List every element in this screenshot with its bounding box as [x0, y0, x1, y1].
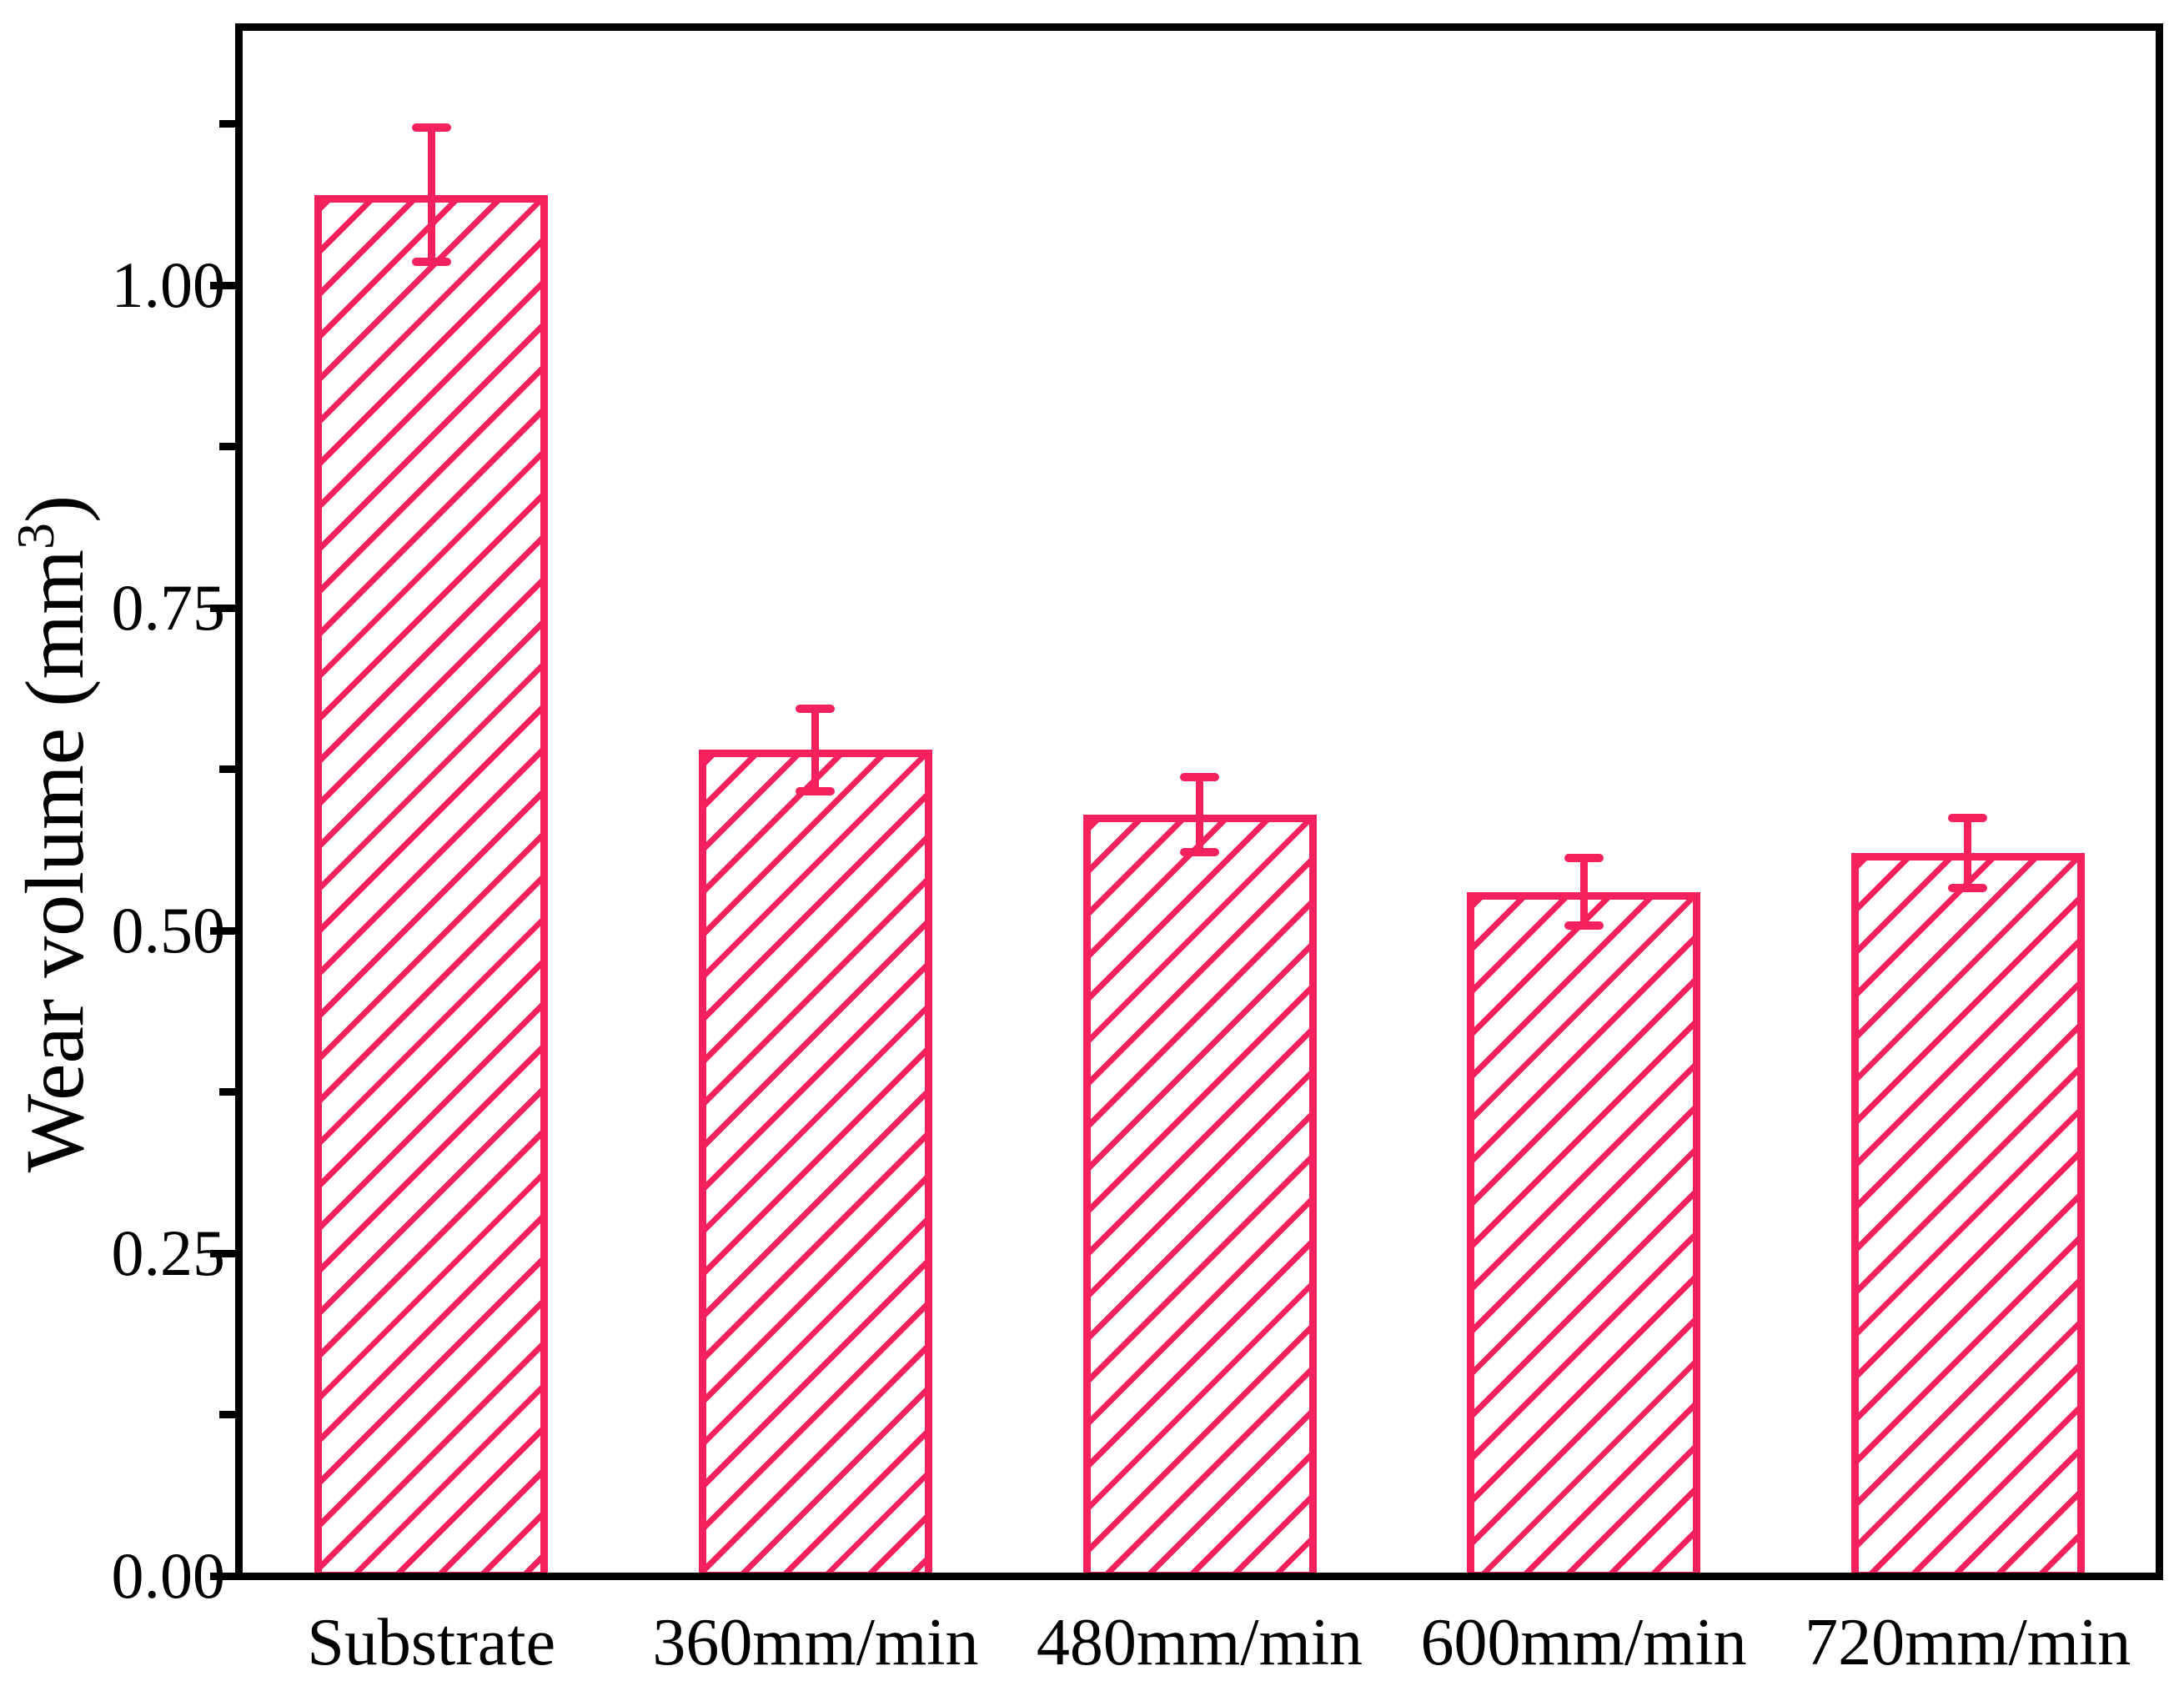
y-major-tick: [210, 1249, 235, 1257]
y-minor-tick: [219, 1411, 235, 1418]
error-cap-top: [411, 123, 451, 133]
y-major-tick: [210, 1572, 235, 1580]
y-tick-label: 1.00: [111, 248, 226, 321]
error-cap-top: [1948, 814, 1988, 823]
y-axis-title: Wear volume (mm3): [5, 494, 111, 1173]
error-cap-top: [1564, 854, 1604, 863]
y-tick-label: 0.75: [111, 571, 226, 644]
x-category-label: 480mm/min: [1036, 1606, 1363, 1679]
bar-480mm/min: [1082, 814, 1317, 1579]
bar-Substrate: [314, 194, 549, 1579]
y-major-tick: [210, 926, 235, 935]
y-axis-title-text: Wear volume (mm: [8, 549, 101, 1173]
y-major-tick: [210, 604, 235, 612]
bar-360mm/min: [698, 750, 932, 1579]
bar-720mm/min: [1850, 853, 2085, 1579]
y-minor-tick: [219, 765, 235, 773]
error-bar: [427, 128, 435, 263]
y-axis-title-close-paren: ): [8, 494, 101, 524]
bar-600mm/min: [1467, 891, 1701, 1579]
error-cap-bottom: [1948, 883, 1988, 892]
error-cap-top: [1180, 772, 1219, 781]
y-major-tick: [210, 281, 235, 289]
error-cap-bottom: [1564, 921, 1604, 930]
error-bar: [1196, 776, 1203, 852]
x-category-label: 720mm/min: [1805, 1606, 2131, 1679]
error-bar: [811, 708, 820, 791]
y-axis-title-superscript: 3: [5, 523, 65, 550]
error-cap-bottom: [411, 258, 451, 267]
error-bar: [1579, 858, 1588, 926]
y-minor-tick: [219, 1088, 235, 1096]
x-category-label: Substrate: [307, 1606, 556, 1679]
x-category-label: 360mm/min: [652, 1606, 979, 1679]
y-minor-tick: [219, 443, 235, 450]
y-minor-tick: [219, 120, 235, 128]
x-category-label: 600mm/min: [1420, 1606, 1747, 1679]
y-tick-label: 0.25: [111, 1217, 226, 1289]
y-tick-label: 0.00: [111, 1539, 226, 1612]
error-cap-top: [796, 704, 836, 713]
error-bar: [1964, 818, 1972, 888]
y-tick-label: 0.50: [111, 894, 226, 966]
error-cap-bottom: [1180, 847, 1219, 856]
error-cap-bottom: [796, 786, 836, 795]
